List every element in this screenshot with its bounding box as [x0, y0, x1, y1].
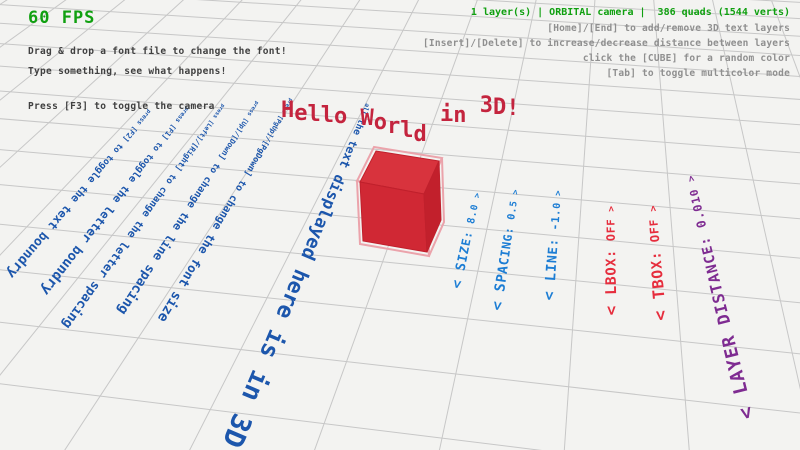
layer-distance-keys-hint: [Insert]/[Delete] to increase/decrease d…: [422, 38, 790, 49]
drag-drop-font-hint: Drag & drop a font file to change the fo…: [28, 46, 287, 57]
multicolor-mode-hint: [Tab] to toggle multicolor mode: [606, 68, 790, 79]
cube-front-face: [359, 181, 428, 253]
cube-right-face: [423, 160, 442, 253]
camera-toggle-hint: Press [F3] to toggle the camera: [28, 101, 215, 112]
fps-counter: 60 FPS: [28, 8, 96, 28]
type-something-hint: Type something, see what happens!: [28, 66, 227, 77]
hello-world-text: Hello World in 3D!: [281, 93, 520, 147]
layers-keys-hint: [Home]/[End] to add/remove 3D text layer…: [547, 23, 790, 34]
cube-click-hint: click the [CUBE] for a random color: [582, 53, 790, 64]
cube-faces: [359, 150, 442, 253]
status-bar: 1 layer(s) | ORBITAL camera | 386 quads …: [470, 7, 790, 18]
